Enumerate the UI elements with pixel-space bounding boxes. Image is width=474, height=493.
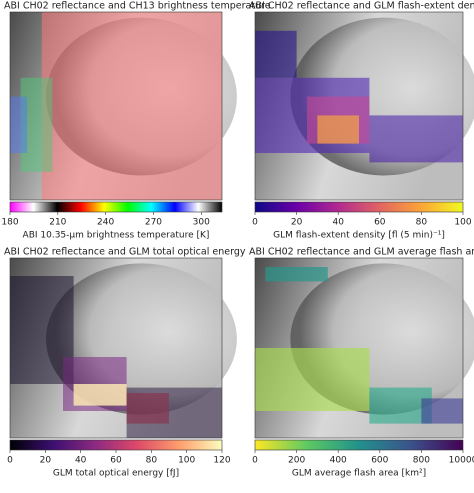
panel-frame	[254, 11, 464, 201]
colorbar	[9, 201, 223, 213]
colorbar-tick-label: 100	[178, 456, 195, 466]
colorbar	[9, 439, 223, 451]
colorbar-tick-label: 400	[330, 456, 347, 466]
panel-frame	[9, 11, 223, 201]
overlay	[317, 115, 359, 144]
colorbar-tick-label: 200	[288, 456, 305, 466]
colorbar-tick-label: 120	[213, 456, 230, 466]
colorbar-label: GLM flash-extent density [fl (5 min)⁻¹]	[273, 231, 445, 241]
panel: ABI CH02 reflectance and GLM average fla…	[249, 247, 474, 479]
overlay	[369, 115, 463, 163]
overlay	[20, 77, 53, 172]
panel: ABI CH02 reflectance and CH13 brightness…	[1, 1, 270, 241]
colorbar-tick-label: 240	[97, 218, 114, 228]
colorbar-label: GLM total optical energy [fJ]	[53, 469, 179, 479]
colorbar-label: GLM average flash area [km²]	[292, 469, 426, 479]
overlay	[73, 384, 127, 406]
colorbar-tick-label: 270	[145, 218, 162, 228]
colorbar	[254, 201, 464, 213]
panel-title: ABI CH02 reflectance and GLM total optic…	[4, 247, 246, 258]
panel-title: ABI CH02 reflectance and GLM flash-exten…	[249, 1, 474, 12]
colorbar-tick-label: 20	[40, 456, 52, 466]
colorbar-tick-label: 300	[193, 218, 210, 228]
panel: ABI CH02 reflectance and GLM total optic…	[4, 247, 246, 479]
colorbar-tick-label: 60	[374, 218, 386, 228]
colorbar-tick-label: 80	[146, 456, 158, 466]
colorbar-tick-label: 600	[371, 456, 388, 466]
colorbar-tick-label: 0	[7, 456, 13, 466]
panel-title: ABI CH02 reflectance and CH13 brightness…	[4, 1, 271, 12]
panel-frame	[9, 257, 223, 439]
colorbar-label: ABI 10.35-μm brightness temperature [K]	[23, 231, 210, 241]
colorbar-tick-label: 100	[454, 218, 471, 228]
panel-title: ABI CH02 reflectance and GLM average fla…	[249, 247, 474, 258]
overlay	[255, 348, 370, 411]
colorbar-tick-label: 40	[332, 218, 344, 228]
overlay	[265, 267, 328, 282]
colorbar-tick-label: 40	[75, 456, 87, 466]
colorbar-tick-label: 60	[110, 456, 122, 466]
colorbar-tick-label: 80	[416, 218, 428, 228]
colorbar-tick-label: 210	[49, 218, 66, 228]
colorbar-tick-label: 800	[413, 456, 430, 466]
colorbar	[254, 439, 464, 451]
colorbar-tick-label: 10000	[449, 456, 474, 466]
overlay	[255, 30, 297, 78]
colorbar-tick-label: 180	[1, 218, 18, 228]
colorbar-tick-label: 0	[252, 456, 258, 466]
colorbar-tick-label: 20	[291, 218, 303, 228]
panel-frame	[254, 257, 464, 439]
overlay	[10, 96, 27, 153]
overlay	[126, 387, 222, 438]
colorbar-tick-label: 0	[252, 218, 258, 228]
panel: ABI CH02 reflectance and GLM flash-exten…	[249, 1, 474, 241]
overlay	[41, 12, 222, 200]
overlay	[421, 398, 463, 424]
